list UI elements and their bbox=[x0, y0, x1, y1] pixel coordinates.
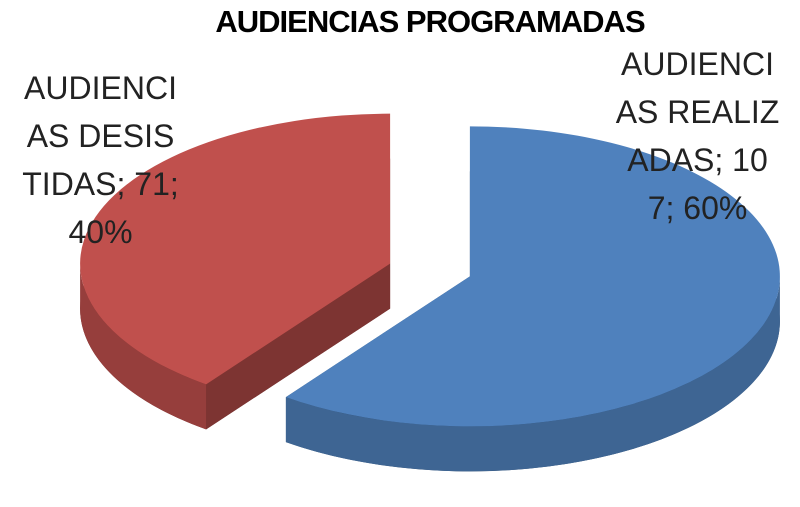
slice bbox=[80, 113, 391, 385]
slice-cut-side bbox=[206, 263, 391, 430]
data-label: AUDIENCIAS REALIZADAS; 107; 60% bbox=[615, 46, 780, 226]
data-label: AUDIENCIAS DESISTIDAS; 71; 40% bbox=[22, 70, 179, 250]
slice-outer-side bbox=[285, 276, 780, 472]
slice bbox=[285, 126, 780, 427]
chart-title: AUDIENCIAS PROGRAMADAS bbox=[215, 4, 645, 39]
slice-outer-side bbox=[80, 263, 207, 430]
